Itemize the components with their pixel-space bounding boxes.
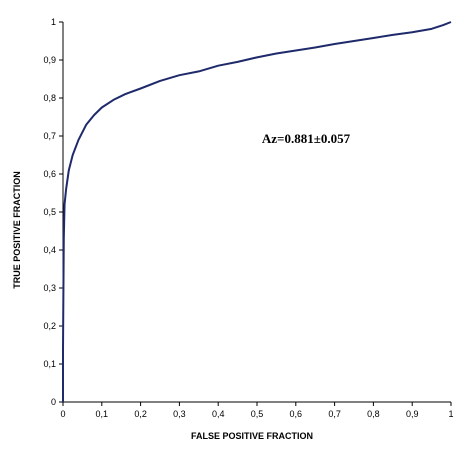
x-tick-label: 0,9: [406, 409, 419, 419]
x-tick-label: 0,2: [134, 409, 147, 419]
x-tick-label: 0,3: [173, 409, 186, 419]
x-axis-title: FALSE POSITIVE FRACTION: [191, 431, 313, 441]
y-tick-label: 0,3: [43, 283, 56, 293]
y-tick-label: 0,1: [43, 359, 56, 369]
x-tick-label: 0: [60, 409, 65, 419]
y-axis-ticks: 0 0,1 0,2 0,3 0,4 0,5 0,6 0,7 0,8 0,9 1: [43, 17, 63, 407]
y-tick-label: 0: [51, 397, 56, 407]
x-tick-label: 0,7: [328, 409, 341, 419]
y-tick-label: 1: [51, 17, 56, 27]
az-annotation: Az=0.881±0.057: [262, 131, 351, 146]
x-tick-label: 0,8: [367, 409, 380, 419]
plot-area: 0 0,1 0,2 0,3 0,4 0,5 0,6 0,7 0,8 0,9 1 0 0,1 0,2 0,3…: [43, 17, 453, 419]
y-tick-label: 0,9: [43, 55, 56, 65]
y-tick-label: 0,4: [43, 245, 56, 255]
x-axis-ticks: 0 0,1 0,2 0,3 0,4 0,5 0,6 0,7 0,8 0,9 1: [60, 402, 454, 419]
roc-curve: [62, 21, 452, 402]
x-tick-label: 1: [448, 409, 453, 419]
x-tick-label: 0,5: [251, 409, 264, 419]
x-tick-label: 0,1: [96, 409, 109, 419]
y-axis-title: TRUE POSITIVE FRACTION: [12, 171, 22, 289]
y-tick-label: 0,8: [43, 93, 56, 103]
y-tick-label: 0,6: [43, 169, 56, 179]
x-tick-label: 0,6: [290, 409, 303, 419]
y-tick-label: 0,2: [43, 321, 56, 331]
y-tick-label: 0,7: [43, 131, 56, 141]
x-tick-label: 0,4: [212, 409, 225, 419]
y-tick-label: 0,5: [43, 207, 56, 217]
